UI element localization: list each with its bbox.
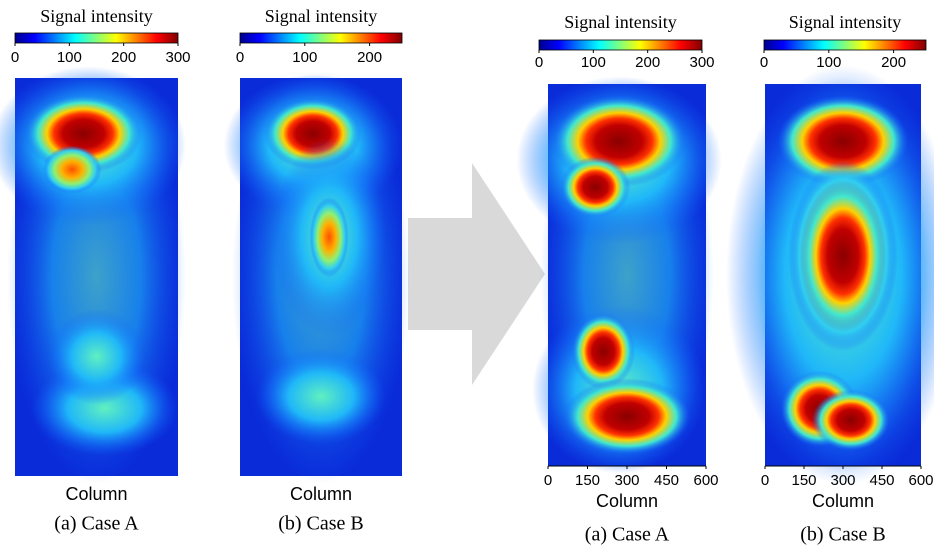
colorbar-tick-label: 300 [165,49,190,66]
panel-caption: (b) Case B [800,524,886,546]
panel-caption: (b) Case B [278,513,364,535]
colorbar [538,39,703,51]
heatmap-blob [309,197,349,277]
heatmap-blob [799,179,887,333]
colorbar-tick-label: 0 [535,54,543,71]
colorbar [14,32,179,44]
x-axis-label: Column [812,491,874,511]
colorbar-tick-label: 100 [57,49,82,66]
heatmap-blob [563,378,691,455]
x-tick-label: 450 [869,472,894,489]
x-tick-label: 300 [614,472,639,489]
heatmap-blob [47,308,146,405]
arrow [408,163,545,385]
x-axis-label: Column [65,484,127,504]
x-tick-label: 0 [761,472,769,489]
heatmap-blob [560,156,631,218]
colorbar [239,32,403,44]
colorbar-tick-label: 200 [357,49,382,66]
colorbar-title: Signal intensity [789,12,902,32]
colorbar-tick-label: 0 [11,49,19,66]
colorbar [763,39,927,51]
x-tick-label: 600 [908,472,933,489]
colorbar-title: Signal intensity [265,6,378,26]
colorbar-title: Signal intensity [564,12,677,32]
heatmap-blob [777,95,909,188]
colorbar-tick-label: 200 [881,54,906,71]
x-tick-label: 150 [575,472,600,489]
colorbar-tick-label: 0 [236,49,244,66]
colorbar-tick-label: 200 [111,49,136,66]
x-tick-label: 150 [791,472,816,489]
heatmap-blob [811,389,890,451]
heatmap-blob [571,313,635,390]
x-axis-label: Column [596,491,658,511]
heatmap-blob [42,145,102,194]
colorbar-tick-label: 0 [760,54,768,71]
x-tick-label: 600 [693,472,718,489]
heatmap-blob [256,348,386,445]
colorbar-tick-label: 300 [689,54,714,71]
colorbar-tick-label: 100 [292,49,317,66]
colorbar-title: Signal intensity [40,6,153,26]
colorbar-tick-label: 100 [581,54,606,71]
panel-caption: (a) Case A [54,513,139,535]
colorbar-tick-label: 200 [635,54,660,71]
x-axis-label: Column [290,484,352,504]
panel-caption: (a) Case A [585,524,670,546]
x-tick-label: 300 [830,472,855,489]
x-tick-label: 0 [544,472,552,489]
x-tick-label: 450 [654,472,679,489]
